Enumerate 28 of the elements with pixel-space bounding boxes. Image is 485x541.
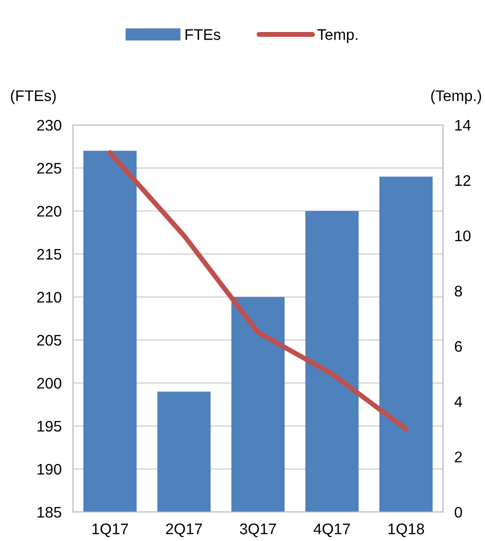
- y-tick-label: 185: [38, 506, 62, 518]
- x-tick-label: 2Q17: [166, 524, 202, 538]
- x-tick-label: 1Q17: [92, 524, 128, 538]
- y-tick-label: 205: [37, 334, 62, 346]
- y-axis-title: (FTEs): [10, 90, 56, 104]
- y2-tick-label: 8: [454, 286, 462, 297]
- legend-label: Temp.: [317, 29, 358, 43]
- y2-axis-title: (Temp.): [431, 90, 482, 104]
- y-tick-label: 225: [37, 162, 62, 174]
- x-tick-label: 3Q17: [240, 524, 276, 538]
- y2-tick-label: 14: [455, 120, 471, 131]
- y-tick-label: 195: [38, 420, 62, 432]
- y-tick-label: 190: [38, 464, 62, 475]
- y-tick-label: 230: [37, 120, 62, 131]
- y2-tick-label: 2: [454, 452, 462, 462]
- line-series: [108, 150, 408, 432]
- legend-label: FTEs: [186, 29, 220, 40]
- y-tick-label: 200: [37, 378, 62, 389]
- y2-tick-label: 4: [454, 396, 462, 407]
- y2-tick-label: 6: [454, 341, 462, 352]
- y-tick-label: 215: [37, 248, 62, 260]
- y2-tick-label: 0: [454, 506, 462, 518]
- y2-tick-label: 10: [455, 230, 471, 242]
- y-tick-label: 220: [37, 206, 62, 217]
- x-tick-label: 4Q17: [314, 524, 350, 538]
- y-tick-label: 210: [37, 292, 62, 303]
- x-tick-label: 1Q18: [388, 524, 424, 538]
- y2-tick-label: 12: [455, 175, 470, 186]
